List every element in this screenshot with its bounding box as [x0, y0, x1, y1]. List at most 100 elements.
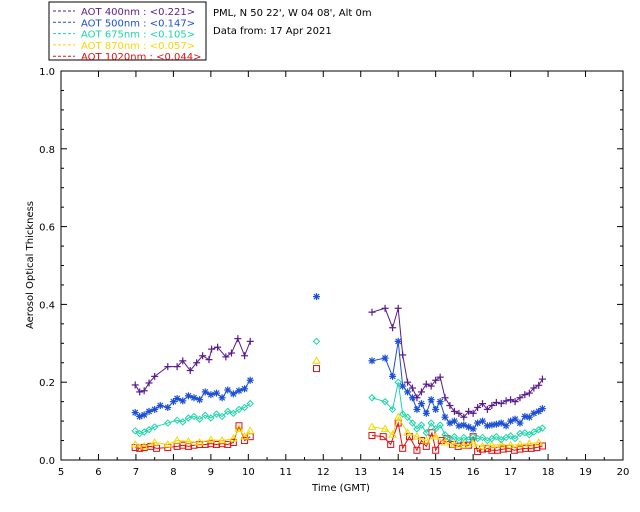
data-point-asterisk	[241, 385, 249, 393]
data-point-diamond	[525, 431, 534, 439]
data-point-square	[241, 437, 249, 445]
data-point-plus	[507, 396, 515, 404]
x-tick-label: 15	[429, 467, 442, 478]
legend-label: AOT 870nm : <0.057>	[81, 41, 195, 52]
x-tick-label: 5	[58, 467, 64, 478]
data-point-triangle	[150, 438, 160, 446]
x-tick-label: 6	[95, 467, 101, 478]
site-info: PML, N 50 22', W 04 08', Alt 0m	[213, 8, 372, 19]
data-point-plus	[422, 380, 430, 388]
data-point-triangle	[312, 356, 321, 364]
x-tick-label: 7	[133, 467, 139, 478]
data-point-diamond	[190, 412, 198, 421]
y-tick-label: 0.6	[39, 223, 55, 234]
x-tick-label: 18	[542, 467, 555, 478]
data-point-diamond	[388, 405, 397, 414]
data-point-triangle	[240, 432, 249, 440]
series-line	[371, 307, 543, 418]
data-point-plus	[455, 409, 463, 417]
series-line	[134, 403, 251, 435]
date-info: Data from: 17 Apr 2021	[213, 26, 332, 37]
data-point-diamond	[530, 428, 538, 436]
data-point-diamond	[521, 429, 529, 437]
data-point-diamond	[201, 411, 209, 419]
data-point-triangle	[534, 438, 544, 446]
data-point-diamond	[431, 425, 440, 433]
data-point-square	[387, 440, 395, 448]
data-point-plus	[145, 379, 153, 387]
data-point-diamond	[195, 415, 204, 423]
data-point-diamond	[207, 414, 215, 422]
data-point-asterisk	[145, 407, 153, 415]
data-point-asterisk	[196, 396, 204, 404]
plot-area	[130, 293, 547, 455]
data-point-asterisk	[422, 409, 430, 417]
data-point-plus	[151, 372, 159, 380]
data-point-triangle	[459, 440, 469, 449]
data-point-asterisk	[389, 372, 397, 380]
data-point-asterisk	[488, 421, 496, 429]
data-point-asterisk	[381, 354, 389, 362]
y-tick-label: 0.4	[39, 300, 55, 311]
data-point-asterisk	[173, 395, 181, 403]
data-point-asterisk	[521, 412, 529, 420]
data-point-plus	[469, 409, 477, 417]
data-point-diamond	[460, 433, 468, 442]
data-point-diamond	[408, 419, 417, 427]
data-point-diamond	[492, 432, 501, 441]
data-point-triangle	[234, 424, 244, 432]
data-point-plus	[502, 397, 510, 405]
data-point-plus	[497, 400, 505, 408]
series-line	[371, 416, 539, 447]
data-point-diamond	[403, 413, 412, 421]
data-point-plus	[199, 352, 207, 360]
data-point-plus	[368, 308, 376, 316]
data-point-plus	[525, 389, 533, 397]
data-point-triangle	[172, 436, 182, 444]
data-point-plus	[394, 304, 402, 312]
data-point-diamond	[506, 432, 515, 440]
data-point-triangle	[450, 439, 459, 448]
data-point-asterisk	[229, 390, 237, 398]
data-point-diamond	[450, 432, 459, 441]
data-point-diamond	[381, 397, 389, 406]
data-point-triangle	[367, 422, 377, 430]
data-point-asterisk	[538, 405, 546, 413]
data-point-plus	[417, 388, 425, 396]
data-point-asterisk	[368, 357, 376, 365]
data-point-plus	[483, 405, 491, 413]
data-point-triangle	[431, 432, 441, 440]
x-tick-label: 8	[170, 467, 176, 478]
data-point-triangle	[163, 439, 173, 448]
y-tick-label: 0.0	[39, 456, 55, 467]
data-point-diamond	[497, 436, 505, 444]
data-point-asterisk	[313, 293, 321, 301]
data-point-diamond	[131, 427, 139, 435]
data-point-square	[379, 433, 387, 441]
data-point-asterisk	[427, 396, 435, 404]
data-point-plus	[450, 407, 458, 415]
data-point-asterisk	[394, 337, 402, 345]
data-point-plus	[179, 357, 187, 365]
data-point-square	[413, 446, 421, 454]
data-point-diamond	[229, 409, 238, 418]
data-point-plus	[427, 382, 435, 390]
data-point-asterisk	[156, 402, 164, 410]
data-point-plus	[404, 378, 412, 386]
x-tick-label: 9	[208, 467, 214, 478]
data-point-triangle	[506, 440, 515, 449]
x-tick-label: 10	[242, 467, 255, 478]
data-point-asterisk	[479, 417, 486, 425]
data-point-diamond	[140, 428, 148, 436]
data-point-asterisk	[190, 394, 198, 402]
data-point-plus	[460, 413, 468, 421]
data-point-diamond	[394, 378, 402, 386]
data-point-asterisk	[502, 422, 510, 430]
data-point-diamond	[478, 433, 487, 442]
data-point-asterisk	[516, 419, 524, 427]
data-point-plus	[246, 337, 254, 345]
data-point-plus	[186, 367, 194, 375]
data-point-triangle	[524, 439, 534, 447]
data-point-diamond	[173, 416, 181, 425]
data-point-square	[399, 444, 407, 452]
